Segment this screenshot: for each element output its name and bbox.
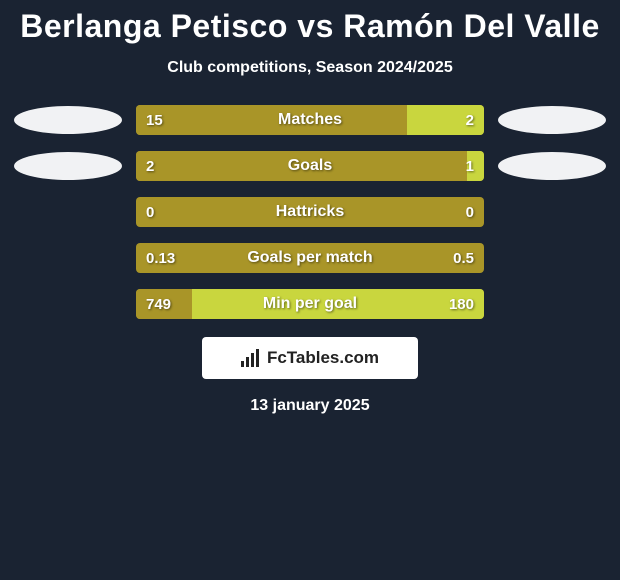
stat-label: Goals [136,151,484,181]
stat-bar: 749180Min per goal [136,289,484,319]
stat-row: 749180Min per goal [0,289,620,319]
comparison-infographic: Berlanga Petisco vs Ramón Del Valle Club… [0,0,620,415]
stat-label: Matches [136,105,484,135]
subtitle: Club competitions, Season 2024/2025 [0,59,620,77]
stat-label: Hattricks [136,197,484,227]
stat-bar: 0.130.5Goals per match [136,243,484,273]
stat-row: 152Matches [0,105,620,135]
stats-list: 152Matches 21Goals 00Hattricks 0.130.5Goals… [0,105,620,319]
logo-text: FcTables.com [267,348,379,368]
player-badge-right [498,106,606,134]
stat-row: 0.130.5Goals per match [0,243,620,273]
footer-logo: FcTables.com [202,337,418,379]
date-label: 13 january 2025 [0,397,620,415]
player-badge-right [498,152,606,180]
player-badge-left [14,106,122,134]
stat-row: 21Goals [0,151,620,181]
stat-bar: 21Goals [136,151,484,181]
bar-chart-icon [241,349,261,367]
stat-label: Min per goal [136,289,484,319]
stat-label: Goals per match [136,243,484,273]
stat-bar: 152Matches [136,105,484,135]
page-title: Berlanga Petisco vs Ramón Del Valle [0,8,620,45]
player-badge-left [14,152,122,180]
stat-row: 00Hattricks [0,197,620,227]
stat-bar: 00Hattricks [136,197,484,227]
